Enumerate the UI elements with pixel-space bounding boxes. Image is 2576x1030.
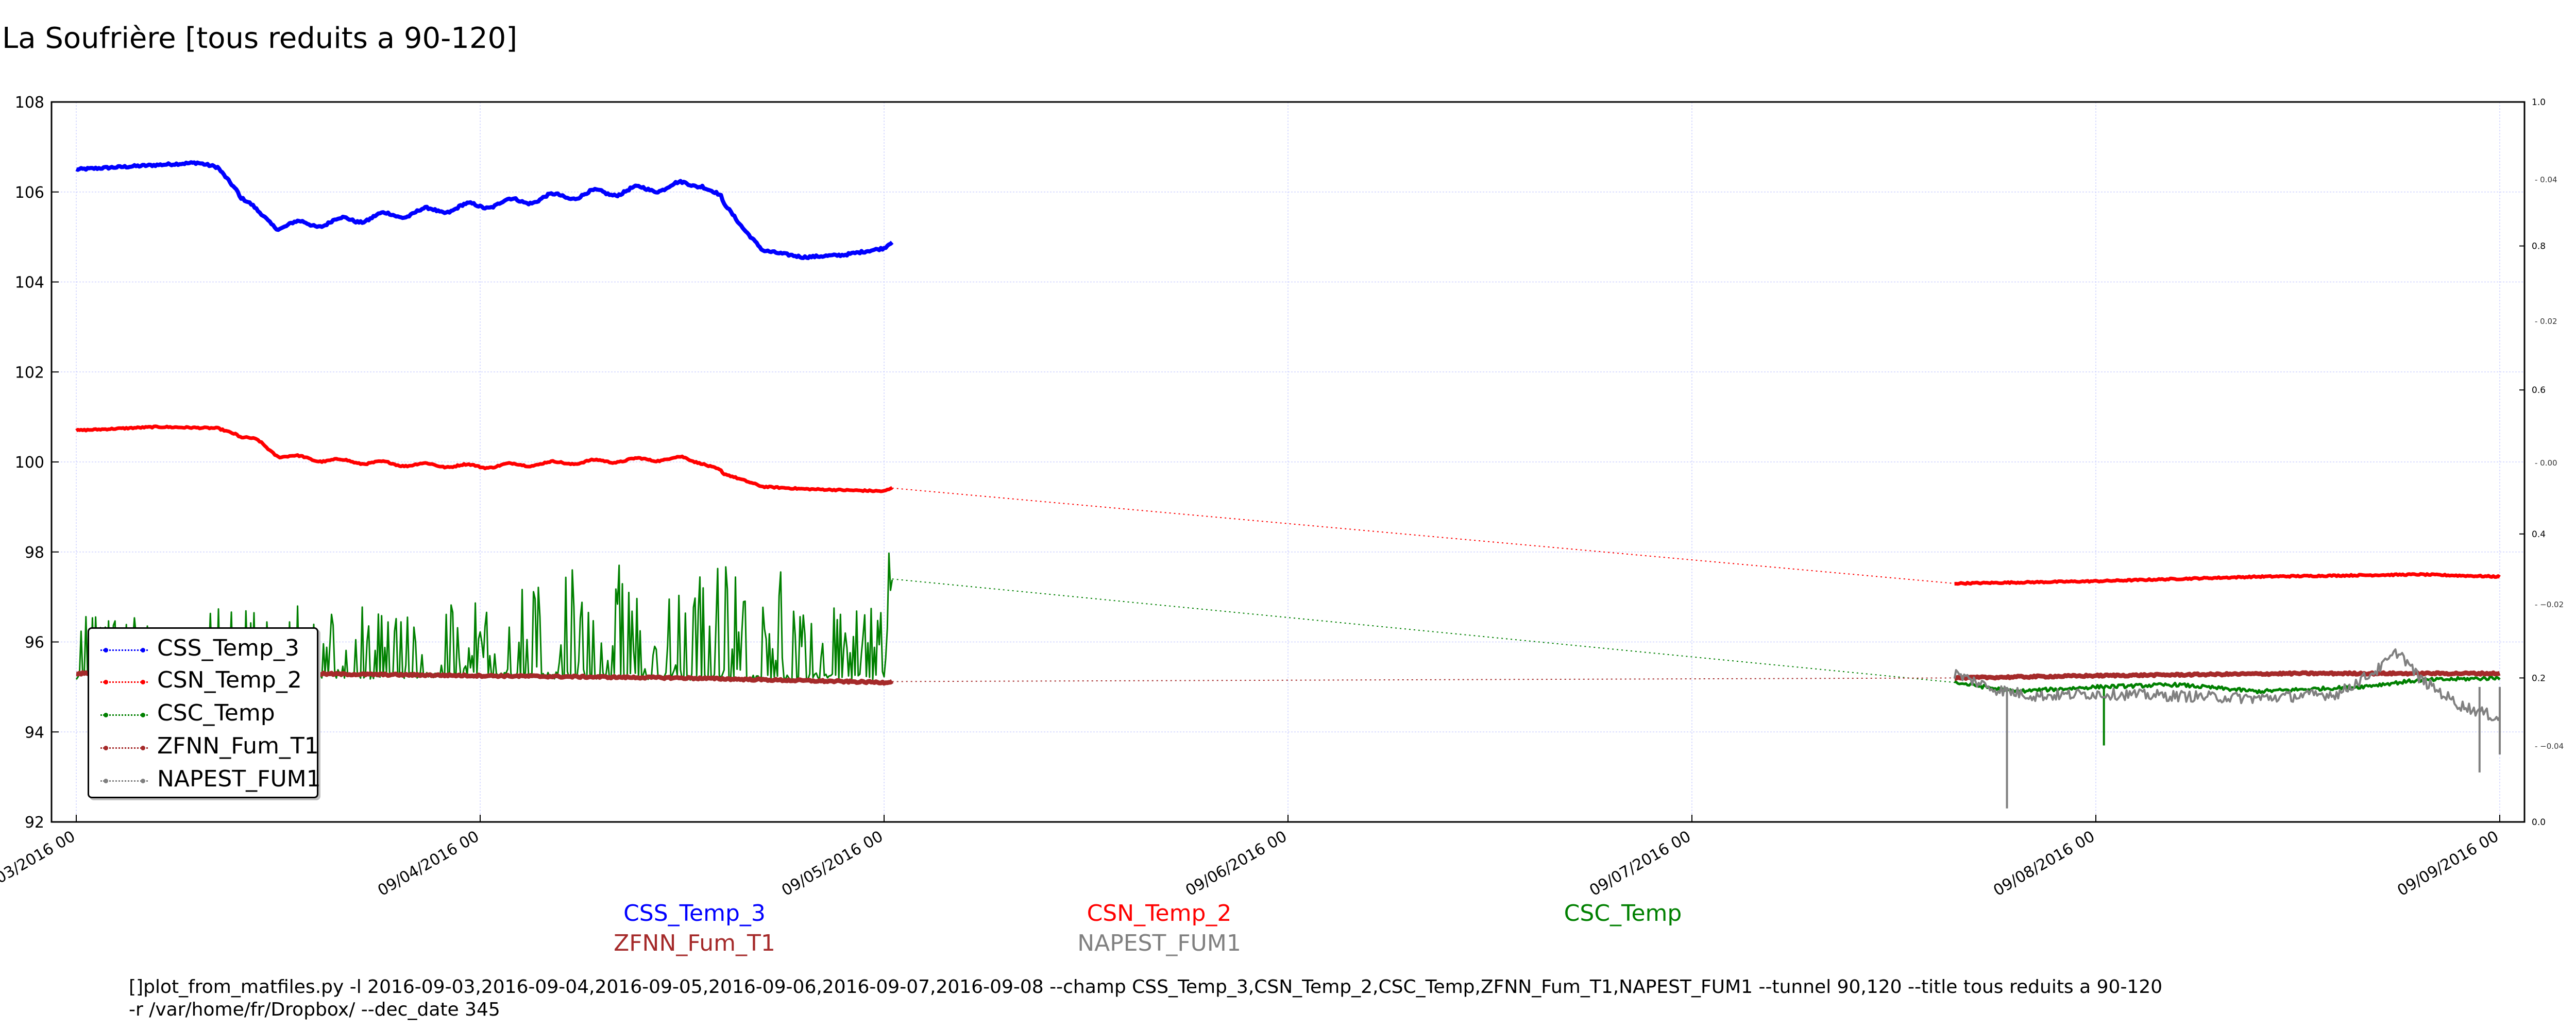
series-gap-connector: [892, 578, 1955, 683]
right-tick-label: 1.0: [2532, 97, 2546, 108]
series-line-csn-temp-2: [75, 424, 893, 493]
y-tick-label: 102: [15, 364, 44, 382]
y-tick-label: 104: [15, 274, 44, 292]
y-tick-label: 98: [25, 544, 44, 562]
series-line-zfnn-fum-t1: [1954, 670, 2501, 681]
legend-label-css-temp-3: CSS_Temp_3: [157, 635, 299, 661]
right-tick-label: 0.6: [2532, 385, 2546, 396]
chart-title: La Soufrière [tous reduits a 90-120]: [2, 22, 518, 55]
legend-swatch-css-temp-3: [100, 649, 148, 651]
legend-swatch-zfnn-fum-t1: [100, 747, 148, 749]
legend-label-zfnn-fum-t1: ZFNN_Fum_T1: [157, 733, 319, 759]
x-tick-label: 09/04/2016 00: [375, 828, 482, 900]
y-tick-label: 106: [15, 184, 44, 202]
x-tick-label: 09/05/2016 00: [778, 828, 886, 900]
right-tick-label: 0.8: [2532, 242, 2546, 252]
legend-label-csc-temp: CSC_Temp: [157, 700, 275, 726]
bottom-label-napest-fum1: NAPEST_FUM1: [1077, 930, 1241, 956]
right-secondary-tick-label: - 0.00: [2535, 458, 2557, 468]
series-layer: [75, 160, 2501, 809]
bottom-label-css-temp-3: CSS_Temp_3: [623, 900, 766, 926]
y-tick-label: 100: [15, 454, 44, 472]
right-tick-label: 0.4: [2532, 529, 2546, 540]
series-line-csc-temp: [1954, 675, 2501, 695]
legend-item-csc-temp: CSC_Temp: [89, 699, 317, 730]
right-secondary-tick-label: - 0.02: [2535, 317, 2557, 326]
legend-item-zfnn-fum-t1: ZFNN_Fum_T1: [89, 732, 319, 763]
bottom-label-zfnn-fum-t1: ZFNN_Fum_T1: [614, 930, 775, 956]
series-csn-temp-2: [75, 424, 2501, 586]
x-tick-label: 09/09/2016 00: [2394, 828, 2502, 900]
legend-label-napest-fum1: NAPEST_FUM1: [157, 766, 321, 792]
x-tick-label: 09/03/2016 00: [0, 828, 78, 900]
legend-item-css-temp-3: CSS_Temp_3: [89, 634, 317, 665]
y-tick-label: 108: [15, 94, 44, 112]
chart-svg: 92 94 96 98 100 102 104 106 108 09/03/2016 00 09/0…: [0, 94, 2564, 900]
legend-swatch-csn-temp-2: [100, 681, 148, 683]
right-secondary-tick-label: - −0.02: [2535, 600, 2564, 609]
legend-item-csn-temp-2: CSN_Temp_2: [89, 666, 317, 697]
bottom-label-csn-temp-2: CSN_Temp_2: [1087, 900, 1232, 926]
series-gap-connector: [892, 487, 1955, 584]
right-secondary-tick-label: - −0.04: [2535, 742, 2564, 751]
x-tick-label: 09/07/2016 00: [1586, 828, 1694, 900]
bottom-label-csc-temp: CSC_Temp: [1564, 900, 1682, 926]
legend-swatch-csc-temp: [100, 714, 148, 716]
series-gap-connector: [892, 677, 1955, 682]
series-line-napest-fum1: [1953, 648, 2501, 722]
y-tick-label: 96: [25, 634, 44, 652]
y-tick-label: 94: [25, 724, 44, 742]
series-line-css-temp-3: [75, 160, 894, 261]
right-tick-label: 0.0: [2532, 817, 2546, 828]
right-tick-label: 0.2: [2532, 673, 2546, 683]
series-napest-fum1: [1953, 648, 2501, 809]
series-line-csn-temp-2: [1954, 572, 2501, 586]
x-tick-label: 09/06/2016 00: [1182, 828, 1290, 900]
right-secondary-tick-label: - 0.04: [2535, 175, 2557, 184]
legend-label-csn-temp-2: CSN_Temp_2: [157, 667, 302, 693]
x-tick-label: 09/08/2016 00: [1990, 828, 2098, 900]
command-line-text: []plot_from_matfiles.py -l 2016-09-03,20…: [129, 976, 2163, 1020]
series-css-temp-3: [75, 160, 894, 261]
legend-item-napest-fum1: NAPEST_FUM1: [89, 765, 321, 796]
y-tick-label: 92: [25, 814, 44, 832]
legend-swatch-napest-fum1: [100, 780, 148, 782]
legend: CSS_Temp_3 CSN_Temp_2 CSC_Temp ZFNN_Fum_…: [88, 627, 321, 798]
